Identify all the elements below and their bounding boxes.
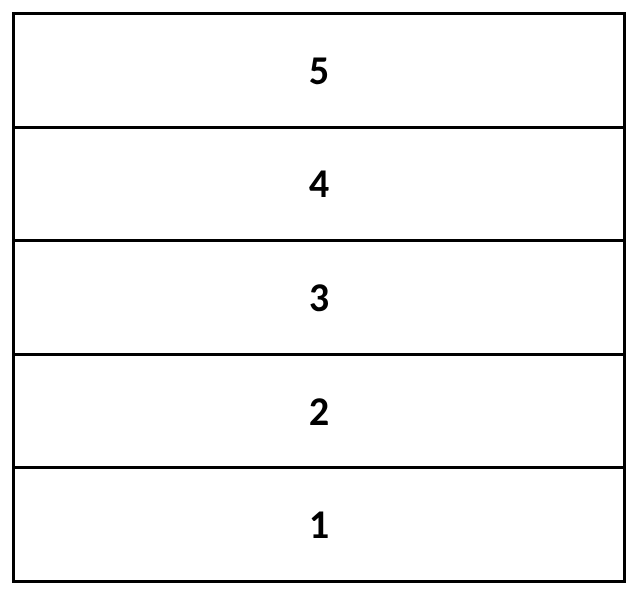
layer-4: 4 <box>15 126 623 240</box>
layer-5: 5 <box>15 15 623 126</box>
layer-3: 3 <box>15 239 623 353</box>
layer-label: 1 <box>309 500 329 549</box>
layer-label: 2 <box>309 387 329 436</box>
layer-label: 3 <box>309 273 329 322</box>
layer-1: 1 <box>15 466 623 580</box>
layer-label: 5 <box>309 46 329 95</box>
layer-stack: 5 4 3 2 1 <box>12 12 626 583</box>
layer-label: 4 <box>309 159 329 208</box>
layer-2: 2 <box>15 353 623 467</box>
